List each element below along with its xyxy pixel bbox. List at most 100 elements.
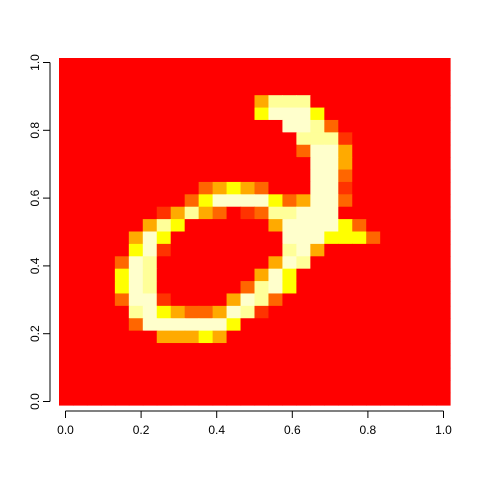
heatmap-cell <box>436 95 451 109</box>
heatmap-cell <box>254 231 270 245</box>
heatmap-cell <box>184 144 200 158</box>
heatmap-cell <box>142 268 158 282</box>
heatmap-cell <box>366 95 381 109</box>
heatmap-cell <box>128 157 144 171</box>
heatmap-cell <box>408 132 423 146</box>
heatmap-cell <box>198 181 214 195</box>
heatmap-cell <box>170 318 186 332</box>
heatmap-cell <box>128 206 144 220</box>
heatmap-cell <box>422 206 437 220</box>
heatmap-cell <box>310 132 325 146</box>
heatmap-cell <box>352 367 367 381</box>
heatmap-cell <box>268 169 284 183</box>
heatmap-cell <box>296 206 311 220</box>
heatmap-cell <box>254 119 270 133</box>
heatmap-cell <box>394 268 409 282</box>
heatmap-cell <box>184 107 200 121</box>
heatmap-cell <box>324 58 339 71</box>
heatmap-cell <box>380 219 395 233</box>
heatmap-cell <box>198 70 214 84</box>
heatmap-cell <box>59 157 74 171</box>
heatmap-cell <box>184 256 200 270</box>
heatmap-cell <box>86 107 102 121</box>
heatmap-cell <box>422 305 437 319</box>
heatmap-cell <box>212 392 228 406</box>
heatmap-cell <box>86 330 102 344</box>
heatmap-cell <box>142 231 158 245</box>
heatmap-cell <box>86 95 102 109</box>
heatmap-cell <box>100 70 116 84</box>
heatmap-cell <box>436 119 451 133</box>
heatmap-cell <box>226 58 242 71</box>
heatmap-cell <box>352 268 367 282</box>
heatmap-cell <box>380 231 395 245</box>
heatmap-cell <box>142 169 158 183</box>
heatmap-cell <box>114 119 130 133</box>
heatmap-cell <box>338 355 353 369</box>
heatmap-cell <box>72 330 88 344</box>
heatmap-cell <box>296 219 311 233</box>
heatmap-cell <box>366 268 381 282</box>
heatmap-cell <box>142 343 158 357</box>
heatmap-cell <box>59 58 74 71</box>
heatmap-cell <box>156 132 172 146</box>
heatmap-cell <box>226 330 242 344</box>
heatmap-cell <box>198 343 214 357</box>
heatmap-cell <box>198 256 214 270</box>
heatmap-cell <box>59 367 74 381</box>
heatmap-cell <box>128 355 144 369</box>
heatmap-cell <box>156 169 172 183</box>
heatmap-cell <box>170 231 186 245</box>
axes: 0.0 0.2 0.4 0.6 0.8 1.0 0.0 0.2 0.4 0.6 0.8 1.0 <box>28 54 452 437</box>
heatmap-cell <box>142 380 158 394</box>
heatmap-cell <box>72 343 88 357</box>
heatmap-cell <box>352 119 367 133</box>
heatmap-cell <box>198 293 214 307</box>
heatmap-cell <box>380 206 395 220</box>
heatmap-cell <box>86 243 102 257</box>
heatmap-cell <box>408 380 423 394</box>
heatmap-cell <box>352 380 367 394</box>
heatmap-cell <box>352 82 367 96</box>
heatmap-cell <box>436 256 451 270</box>
heatmap-cell <box>310 355 325 369</box>
heatmap-cell <box>282 367 297 381</box>
heatmap-cell <box>422 132 437 146</box>
heatmap-cell <box>128 243 144 257</box>
heatmap-cell <box>282 194 297 208</box>
heatmap-cell <box>268 107 284 121</box>
heatmap-cell <box>100 256 116 270</box>
heatmap-cell <box>324 318 339 332</box>
heatmap-cell <box>296 132 311 146</box>
heatmap-cell <box>114 268 130 282</box>
heatmap-cell <box>59 206 74 220</box>
heatmap-cell <box>156 181 172 195</box>
heatmap-cell <box>142 318 158 332</box>
heatmap-cell <box>422 107 437 121</box>
heatmap-cell <box>338 58 353 71</box>
heatmap-cell <box>366 107 381 121</box>
heatmap-cell <box>226 144 242 158</box>
heatmap-cell <box>422 392 437 406</box>
heatmap-cell <box>338 231 353 245</box>
heatmap-cell <box>212 318 228 332</box>
heatmap-cell <box>268 95 284 109</box>
heatmap-cell <box>226 293 242 307</box>
heatmap-cell <box>226 70 242 84</box>
heatmap-cell <box>282 70 297 84</box>
x-tick-label: 1.0 <box>435 423 452 437</box>
heatmap-cell <box>254 70 270 84</box>
heatmap-cell <box>226 169 242 183</box>
heatmap-cell <box>310 206 325 220</box>
heatmap-cell <box>436 305 451 319</box>
heatmap-cell <box>72 58 88 71</box>
heatmap-cell <box>380 82 395 96</box>
heatmap-cell <box>170 343 186 357</box>
heatmap-cell <box>296 82 311 96</box>
heatmap-cell <box>86 367 102 381</box>
heatmap-cell <box>436 231 451 245</box>
heatmap-cell <box>338 144 353 158</box>
heatmap-cell <box>436 107 451 121</box>
heatmap-cell <box>86 206 102 220</box>
